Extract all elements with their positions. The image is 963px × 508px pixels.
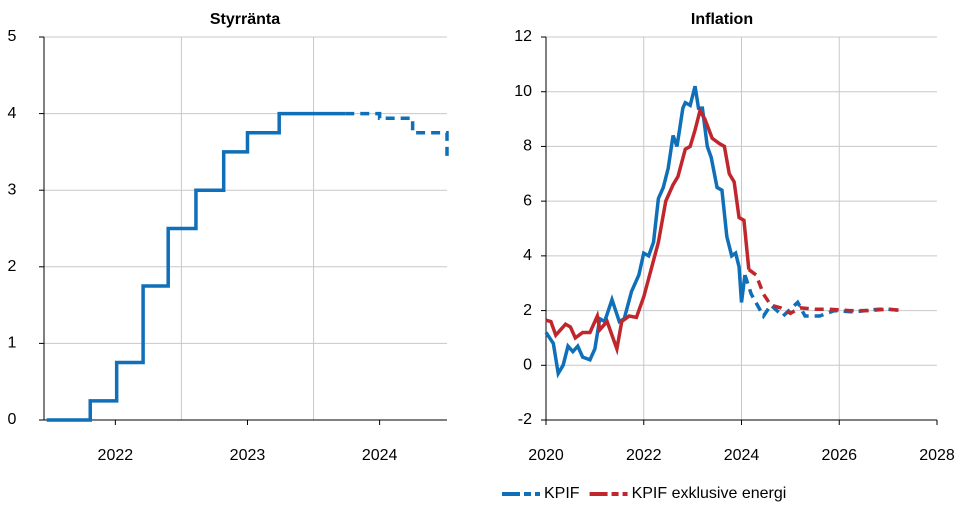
y-tick-label: 4 xyxy=(8,105,17,122)
x-tick-label: 2022 xyxy=(626,447,662,464)
legend-label: KPIF xyxy=(544,485,580,502)
x-tick-label: 2022 xyxy=(98,447,134,464)
x-tick-label: 2024 xyxy=(724,447,760,464)
chart-title: Styrränta xyxy=(210,11,280,28)
data-line xyxy=(46,111,346,422)
x-tick-label: 2028 xyxy=(919,447,955,464)
y-tick-label: 5 xyxy=(8,28,17,45)
x-tick-label: 2023 xyxy=(230,447,266,464)
data-line xyxy=(747,268,903,316)
y-tick-label: 2 xyxy=(8,258,17,275)
chart-title: Inflation xyxy=(691,11,753,28)
y-tick-label: 1 xyxy=(8,335,17,352)
data-line xyxy=(345,111,449,158)
y-tick-label: -2 xyxy=(518,411,532,428)
data-line xyxy=(545,106,751,356)
y-tick-label: 0 xyxy=(8,411,17,428)
legend-label: KPIF exklusive energi xyxy=(632,485,787,502)
y-tick-label: 10 xyxy=(514,83,532,100)
y-tick-label: 4 xyxy=(523,247,532,264)
y-tick-label: 6 xyxy=(523,192,532,209)
x-tick-label: 2024 xyxy=(362,447,398,464)
x-tick-label: 2026 xyxy=(821,447,857,464)
y-tick-label: 3 xyxy=(8,181,17,198)
y-tick-label: 0 xyxy=(523,357,532,374)
data-line xyxy=(544,85,747,379)
x-tick-label: 2020 xyxy=(528,447,564,464)
y-tick-label: 12 xyxy=(514,28,532,45)
y-tick-label: 2 xyxy=(523,302,532,319)
y-tick-label: 8 xyxy=(523,138,532,155)
